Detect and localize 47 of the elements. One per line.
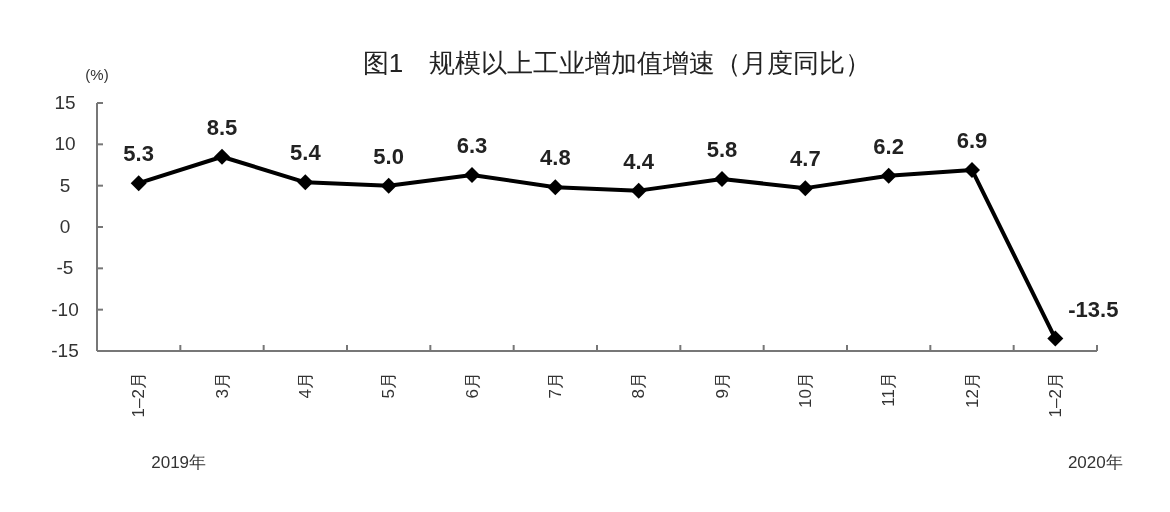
x-tick-label: 10月 <box>795 372 815 408</box>
x-tick-label: 1–2月 <box>1045 372 1065 418</box>
data-label: 5.8 <box>706 137 738 163</box>
y-tick-label: 5 <box>59 174 71 196</box>
chart-title: 图1 规模以上工业增加值增速（月度同比） <box>362 48 872 78</box>
data-label: 6.3 <box>456 132 488 158</box>
x-tick-label: 8月 <box>629 372 649 399</box>
point <box>214 148 230 165</box>
y-tick-label: 10 <box>54 133 76 155</box>
x-tick-label: 6月 <box>462 372 482 399</box>
y-tick-label: 0 <box>59 216 71 237</box>
x-tick-label: 7月 <box>545 372 565 399</box>
y-axis-title: (%) <box>85 66 109 83</box>
point <box>130 175 147 192</box>
point <box>964 161 980 178</box>
point <box>797 180 814 197</box>
data-label: 4.4 <box>623 148 655 174</box>
y-tick-label: 15 <box>54 92 76 113</box>
point <box>1047 330 1064 347</box>
data-label: 6.9 <box>956 127 988 153</box>
y-tick-label: -15 <box>51 340 79 361</box>
text: 2019年 <box>151 453 207 472</box>
x-tick-label: 12月 <box>962 372 982 408</box>
data-label: 4.8 <box>540 145 571 171</box>
point <box>297 174 314 191</box>
x-tick-label: 1–2月 <box>129 372 149 418</box>
data-label: -13.5 <box>1068 296 1119 322</box>
point <box>630 182 647 199</box>
point <box>714 171 730 188</box>
point <box>880 167 897 184</box>
y-tick-label: -5 <box>56 257 74 279</box>
x-tick-label: 3月 <box>212 372 232 399</box>
data-label: 5.3 <box>123 141 154 167</box>
point <box>380 177 397 194</box>
data-label: 5.0 <box>373 143 404 169</box>
point <box>547 179 564 196</box>
point <box>464 166 480 183</box>
x-tick-label: 9月 <box>712 372 732 399</box>
data-label: 8.5 <box>206 114 238 140</box>
y-tick-label: -10 <box>51 298 79 320</box>
data-label: 6.2 <box>873 133 904 159</box>
data-label: 4.7 <box>790 146 821 172</box>
x-tick-label: 4月 <box>295 372 315 399</box>
x-tick-label: 5月 <box>379 372 399 399</box>
text: 2020年 <box>1067 453 1123 472</box>
x-tick-label: 11月 <box>879 372 899 407</box>
data-label: 5.4 <box>290 140 322 166</box>
